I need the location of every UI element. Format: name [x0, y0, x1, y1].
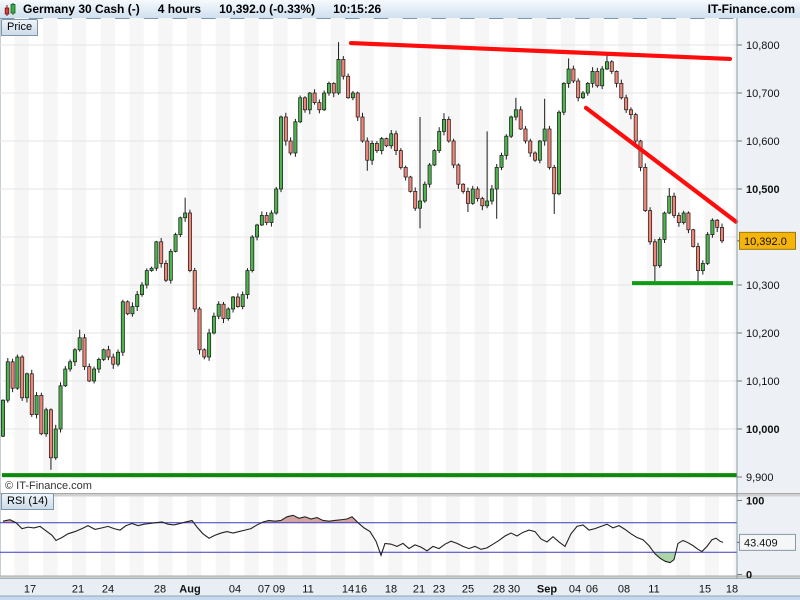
last-quote: 10,392.0 (-0.33%) [219, 2, 316, 16]
svg-text:21: 21 [413, 584, 425, 596]
rsi-oversold-fill [653, 552, 676, 563]
svg-text:10,800: 10,800 [746, 40, 780, 52]
copyright-watermark: © IT-Finance.com [5, 480, 92, 492]
svg-text:Sep: Sep [537, 584, 557, 596]
svg-text:100: 100 [746, 496, 764, 508]
svg-text:10,700: 10,700 [746, 88, 780, 100]
last-price-tag: 10,392.0 [737, 231, 796, 250]
svg-text:14: 14 [342, 584, 354, 596]
svg-text:28: 28 [493, 584, 505, 596]
svg-text:10,392.0: 10,392.0 [744, 236, 787, 248]
rsi-line [2, 514, 724, 564]
svg-text:9,900: 9,900 [746, 472, 774, 484]
svg-text:30: 30 [508, 584, 520, 596]
candlestick-icon [4, 2, 16, 16]
rsi-pane: 100 0 43.409 [0, 496, 796, 582]
svg-text:06: 06 [586, 584, 598, 596]
price-axis-labels: 10,800 10,700 10,600 10,500 10,300 10,200 10,1… [737, 40, 780, 484]
resistance-trendline [348, 40, 733, 62]
resistance-trendline [583, 105, 739, 224]
svg-text:04: 04 [229, 584, 241, 596]
tab-rsi[interactable]: RSI (14) [1, 493, 54, 510]
trend-drawings [2, 40, 739, 478]
svg-text:11: 11 [302, 584, 313, 596]
timeframe-label: 4 hours [157, 2, 202, 16]
svg-text:28: 28 [154, 584, 166, 596]
svg-text:10,500: 10,500 [746, 184, 780, 196]
svg-text:24: 24 [102, 584, 114, 596]
main-chart[interactable]: 10,800 10,700 10,600 10,500 10,300 10,200 10,1… [0, 18, 800, 600]
svg-text:07: 07 [258, 584, 270, 596]
svg-text:08: 08 [618, 584, 630, 596]
svg-text:10,600: 10,600 [746, 136, 780, 148]
title-bar: Germany 30 Cash (-) 4 hours 10,392.0 (-0… [0, 0, 800, 19]
tab-price[interactable]: Price [1, 19, 39, 36]
instrument-title: Germany 30 Cash (-) [23, 2, 140, 16]
svg-text:Aug: Aug [179, 584, 200, 596]
svg-text:09: 09 [273, 584, 285, 596]
svg-text:18: 18 [385, 584, 397, 596]
rsi-overbought-fill [3, 519, 16, 523]
svg-text:15: 15 [699, 584, 711, 596]
svg-text:25: 25 [462, 584, 474, 596]
svg-text:11: 11 [648, 584, 659, 596]
svg-text:10,200: 10,200 [746, 328, 780, 340]
svg-text:23: 23 [433, 584, 445, 596]
svg-text:10,300: 10,300 [746, 280, 780, 292]
right-axis-panel [737, 18, 800, 600]
session-bands [14, 18, 748, 576]
svg-text:0: 0 [746, 570, 752, 582]
svg-text:21: 21 [72, 584, 84, 596]
time-axis: 17 21 24 28 Aug 04 07 09 11 14 16 18 21 23 25 28 30 Sep 04… [0, 578, 800, 600]
pane-splitters [0, 493, 800, 579]
svg-text:17: 17 [24, 584, 36, 596]
svg-text:10,000: 10,000 [746, 424, 780, 436]
brand-link[interactable]: IT-Finance.com [707, 2, 795, 16]
svg-text:43.409: 43.409 [744, 537, 778, 549]
svg-text:10,100: 10,100 [746, 376, 780, 388]
svg-text:16: 16 [355, 584, 367, 596]
candles [1, 42, 724, 470]
clock: 10:15:26 [333, 2, 382, 16]
svg-text:04: 04 [569, 584, 581, 596]
rsi-value-tag [739, 533, 796, 551]
svg-text:18: 18 [726, 584, 738, 596]
